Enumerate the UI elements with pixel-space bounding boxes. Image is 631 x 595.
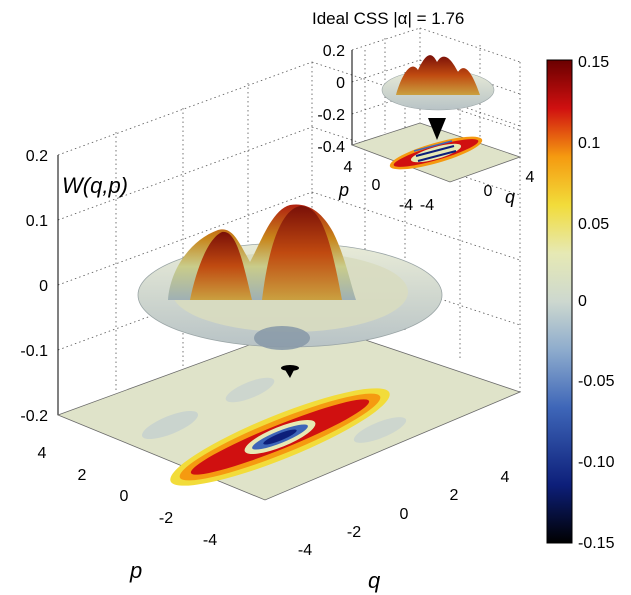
- inset-q-tick: 0: [484, 183, 493, 200]
- q-tick-label: 4: [501, 469, 510, 486]
- z-tick-label: -0.2: [20, 408, 48, 425]
- p-axis-label: p: [129, 558, 142, 583]
- main-projection-plane: [56, 321, 522, 501]
- q-axis-label: q: [368, 568, 381, 593]
- colorbar-tick: 0.05: [578, 216, 609, 233]
- inset-z-tick: 0.2: [323, 43, 345, 60]
- q-tick-label: -2: [347, 524, 361, 541]
- inset-p-label: p: [338, 180, 349, 200]
- colorbar: 0.15 0.1 0.05 0 -0.05 -0.10 -0.15: [546, 54, 615, 552]
- inset-q-tick: -4: [420, 197, 434, 214]
- q-tick-label: 0: [400, 506, 409, 523]
- q-tick-label: 2: [450, 487, 459, 504]
- p-tick-label: 4: [38, 445, 47, 462]
- p-tick-label: -4: [203, 532, 217, 549]
- inset-q-tick: 4: [526, 169, 535, 186]
- inset-p-tick: 4: [344, 159, 353, 176]
- inset-z-tick: -0.4: [317, 139, 345, 156]
- p-tick-label: 2: [78, 467, 87, 484]
- colorbar-tick: -0.10: [578, 454, 615, 471]
- main-surface: [137, 204, 443, 378]
- q-tick-label: -4: [298, 542, 312, 559]
- z-tick-label: 0.2: [26, 148, 48, 165]
- inset-title: Ideal CSS |α| = 1.76: [312, 9, 464, 28]
- inset-q-label: q: [505, 187, 515, 207]
- inset-plot: Ideal CSS |α| = 1.76 0.2 0: [312, 9, 535, 214]
- main-z-ticks: 0.2 0.1 0 -0.1 -0.2: [20, 148, 48, 425]
- inset-p-tick: 0: [372, 177, 381, 194]
- colorbar-tick: 0: [578, 293, 587, 310]
- inset-p-tick: -4: [399, 197, 413, 214]
- colorbar-tick: -0.15: [578, 535, 615, 552]
- z-axis-label: W(q,p): [62, 173, 128, 198]
- colorbar-tick: 0.15: [578, 54, 609, 71]
- inset-z-tick: 0: [336, 75, 345, 92]
- colorbar-tick: -0.05: [578, 373, 615, 390]
- p-tick-label: -2: [159, 510, 173, 527]
- z-tick-label: 0: [39, 278, 48, 295]
- colorbar-tick: 0.1: [578, 135, 600, 152]
- main-p-ticks: 4 2 0 -2 -4: [38, 445, 218, 549]
- inset-z-tick: -0.2: [317, 107, 345, 124]
- z-tick-label: -0.1: [20, 343, 48, 360]
- p-tick-label: 0: [120, 488, 129, 505]
- z-tick-label: 0.1: [26, 213, 48, 230]
- main-q-ticks: -4 -2 0 2 4: [298, 469, 510, 559]
